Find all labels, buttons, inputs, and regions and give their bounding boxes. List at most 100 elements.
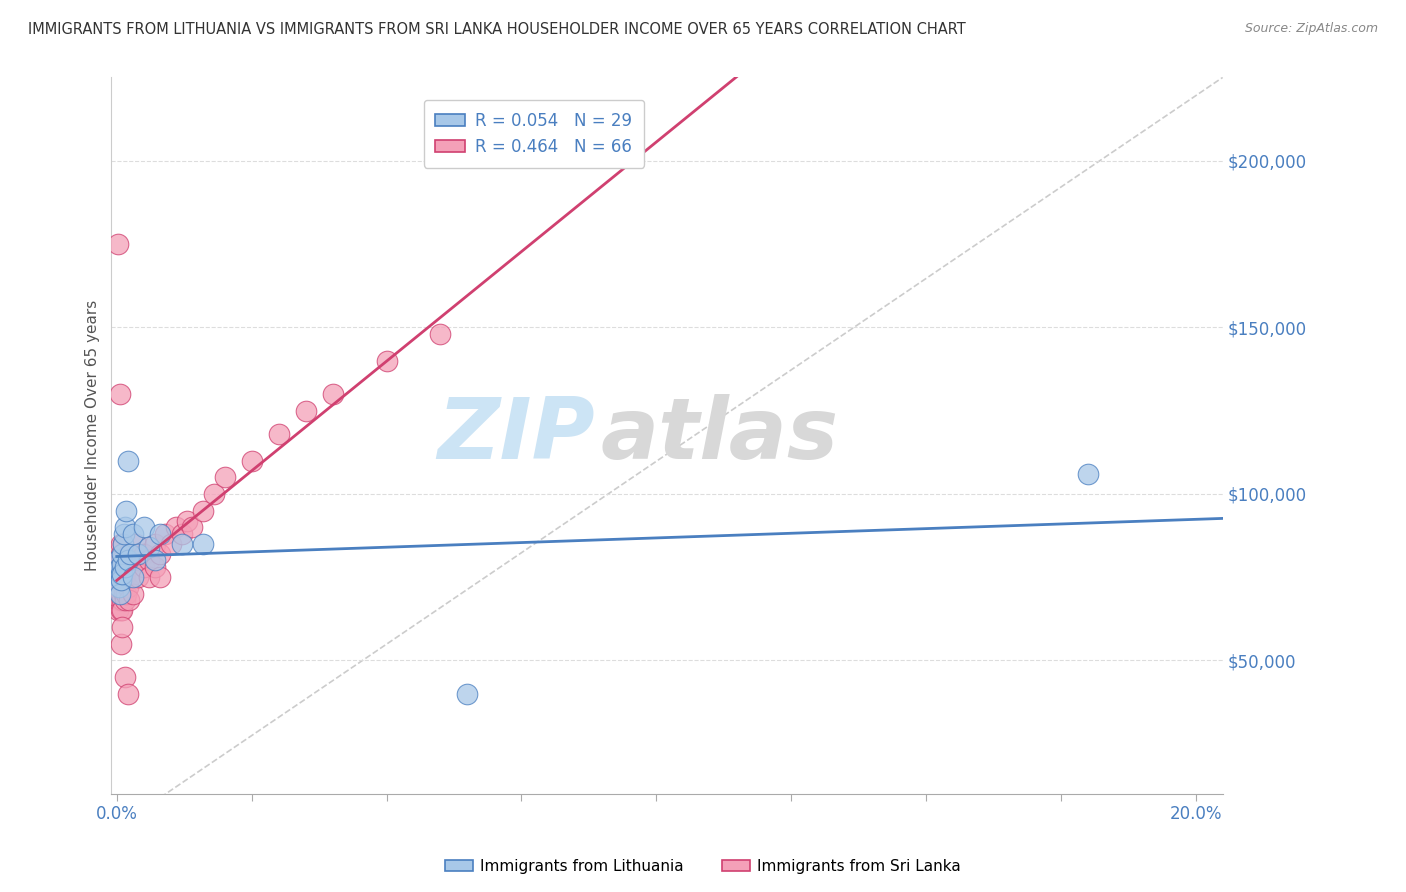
Point bbox=[120, 570, 142, 584]
Point bbox=[108, 560, 131, 574]
Point bbox=[165, 520, 187, 534]
Point bbox=[143, 537, 166, 551]
Point bbox=[149, 526, 172, 541]
Point bbox=[112, 537, 135, 551]
Point bbox=[111, 620, 134, 634]
Point bbox=[108, 593, 131, 607]
Point bbox=[112, 587, 135, 601]
Point bbox=[111, 570, 134, 584]
Point bbox=[155, 526, 177, 541]
Point bbox=[149, 570, 172, 584]
Point bbox=[111, 593, 134, 607]
Point bbox=[108, 560, 131, 574]
Point bbox=[456, 687, 478, 701]
Point bbox=[120, 547, 142, 561]
Point bbox=[117, 453, 139, 467]
Point bbox=[110, 574, 132, 588]
Point bbox=[108, 587, 131, 601]
Point bbox=[107, 593, 129, 607]
Point bbox=[191, 537, 214, 551]
Point bbox=[115, 587, 138, 601]
Point bbox=[143, 553, 166, 567]
Point bbox=[105, 580, 128, 594]
Point bbox=[108, 580, 131, 594]
Point bbox=[170, 537, 193, 551]
Point bbox=[132, 560, 155, 574]
Point bbox=[240, 453, 263, 467]
Point bbox=[125, 537, 148, 551]
Point bbox=[294, 403, 316, 417]
Point bbox=[214, 470, 236, 484]
Point bbox=[108, 570, 131, 584]
Point bbox=[112, 537, 135, 551]
Point bbox=[122, 570, 145, 584]
Text: ZIP: ZIP bbox=[437, 394, 595, 477]
Text: Source: ZipAtlas.com: Source: ZipAtlas.com bbox=[1244, 22, 1378, 36]
Point bbox=[170, 526, 193, 541]
Point bbox=[375, 353, 398, 368]
Point bbox=[114, 520, 136, 534]
Point bbox=[127, 570, 149, 584]
Point bbox=[143, 560, 166, 574]
Point bbox=[110, 603, 132, 617]
Point bbox=[108, 553, 131, 567]
Point bbox=[117, 547, 139, 561]
Point bbox=[111, 547, 134, 561]
Legend: R = 0.054   N = 29, R = 0.464   N = 66: R = 0.054 N = 29, R = 0.464 N = 66 bbox=[423, 100, 644, 168]
Point bbox=[267, 426, 290, 441]
Point bbox=[108, 387, 131, 401]
Legend: Immigrants from Lithuania, Immigrants from Sri Lanka: Immigrants from Lithuania, Immigrants fr… bbox=[439, 853, 967, 880]
Y-axis label: Householder Income Over 65 years: Householder Income Over 65 years bbox=[86, 300, 100, 571]
Point bbox=[115, 503, 138, 517]
Point bbox=[111, 603, 134, 617]
Point bbox=[114, 553, 136, 567]
Point bbox=[118, 593, 141, 607]
Point bbox=[111, 566, 134, 581]
Point bbox=[107, 603, 129, 617]
Text: IMMIGRANTS FROM LITHUANIA VS IMMIGRANTS FROM SRI LANKA HOUSEHOLDER INCOME OVER 6: IMMIGRANTS FROM LITHUANIA VS IMMIGRANTS … bbox=[28, 22, 966, 37]
Point bbox=[112, 570, 135, 584]
Point bbox=[176, 514, 198, 528]
Point bbox=[107, 570, 129, 584]
Point bbox=[107, 560, 129, 574]
Point bbox=[159, 537, 181, 551]
Point bbox=[122, 553, 145, 567]
Point bbox=[110, 637, 132, 651]
Point bbox=[111, 553, 134, 567]
Point bbox=[149, 547, 172, 561]
Point bbox=[110, 587, 132, 601]
Point bbox=[114, 670, 136, 684]
Point bbox=[322, 387, 344, 401]
Point bbox=[114, 560, 136, 574]
Point bbox=[117, 553, 139, 567]
Point bbox=[191, 503, 214, 517]
Point bbox=[132, 520, 155, 534]
Point bbox=[1077, 467, 1099, 481]
Point bbox=[108, 580, 131, 594]
Point bbox=[138, 570, 160, 584]
Point bbox=[107, 553, 129, 567]
Point bbox=[110, 537, 132, 551]
Point bbox=[112, 526, 135, 541]
Point bbox=[181, 520, 204, 534]
Point bbox=[114, 593, 136, 607]
Point bbox=[122, 526, 145, 541]
Point bbox=[122, 587, 145, 601]
Point bbox=[107, 553, 129, 567]
Point bbox=[117, 687, 139, 701]
Point bbox=[114, 570, 136, 584]
Point bbox=[107, 237, 129, 252]
Point bbox=[202, 487, 225, 501]
Point bbox=[112, 560, 135, 574]
Point bbox=[132, 547, 155, 561]
Point bbox=[108, 587, 131, 601]
Point bbox=[117, 580, 139, 594]
Point bbox=[110, 566, 132, 581]
Point bbox=[429, 326, 451, 341]
Point bbox=[127, 553, 149, 567]
Point bbox=[110, 547, 132, 561]
Point bbox=[138, 553, 160, 567]
Text: atlas: atlas bbox=[600, 394, 838, 477]
Point bbox=[138, 540, 160, 554]
Point bbox=[111, 557, 134, 571]
